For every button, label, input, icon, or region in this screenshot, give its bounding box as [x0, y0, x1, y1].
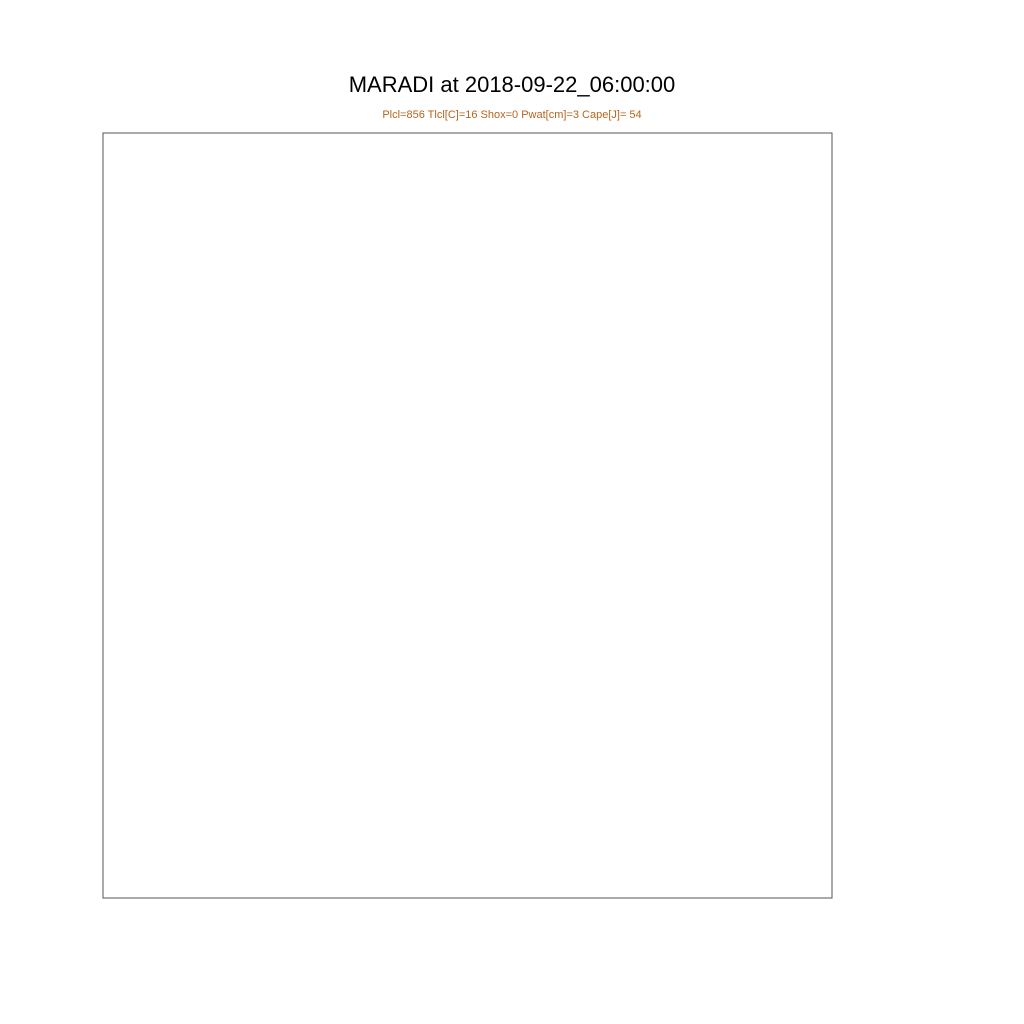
svg-text:Plcl=856 Tlcl[C]=16 Shox=0 Pwa: Plcl=856 Tlcl[C]=16 Shox=0 Pwat[cm]=3 Ca…	[382, 109, 641, 121]
svg-text:MARADI at 2018-09-22_06:00:00: MARADI at 2018-09-22_06:00:00	[349, 72, 676, 97]
